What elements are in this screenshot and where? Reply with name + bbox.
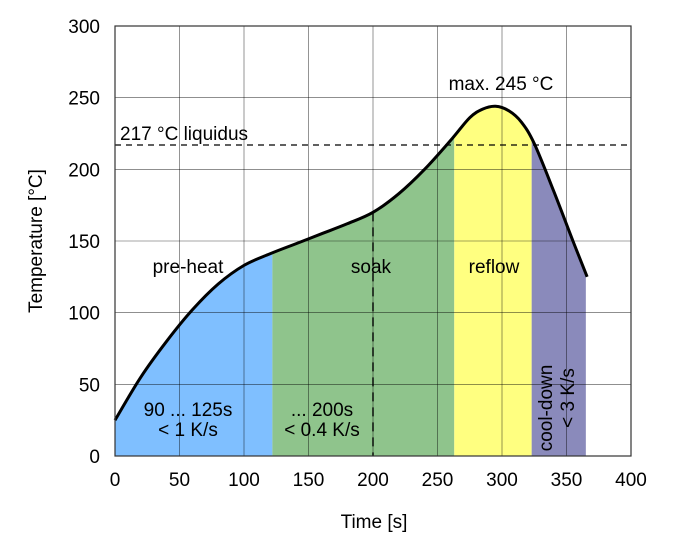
region-label-pre-heat: pre-heat	[153, 257, 224, 278]
pre-heat-rate: < 1 K/s	[158, 420, 218, 441]
region-cool-down	[531, 138, 586, 456]
region-label-reflow: reflow	[469, 257, 520, 278]
y-tick-label: 200	[68, 160, 100, 181]
region-pre-heat	[115, 252, 273, 456]
x-tick-label: 300	[486, 470, 518, 491]
max-temp-label: max. 245 °C	[449, 74, 554, 95]
annotations	[115, 144, 631, 456]
y-tick-label: 250	[68, 89, 100, 110]
x-axis-label: Time [s]	[341, 512, 408, 533]
temperature-curve	[113, 104, 589, 421]
x-tick-label: 50	[169, 470, 190, 491]
cool-down-rate: < 3 K/s	[558, 368, 579, 428]
curve	[113, 104, 589, 421]
region-reflow	[454, 106, 532, 456]
plot-frame	[114, 25, 632, 457]
soak-rate: < 0.4 K/s	[284, 420, 360, 441]
y-axis-label: Temperature [°C]	[26, 169, 47, 313]
y-tick-label: 0	[89, 447, 100, 468]
x-tick-label: 400	[615, 470, 647, 491]
y-tick-label: 300	[68, 17, 100, 38]
x-tick-label: 150	[293, 470, 325, 491]
regions	[115, 106, 586, 456]
region-soak	[272, 136, 455, 456]
x-tick-label: 250	[422, 470, 454, 491]
x-tick-label: 350	[551, 470, 583, 491]
y-tick-label: 100	[68, 304, 100, 325]
region-label-cool-down: cool-down	[536, 365, 557, 452]
soak-duration: ... 200s	[291, 400, 353, 421]
y-tick-label: 150	[68, 232, 100, 253]
pre-heat-duration: 90 ... 125s	[144, 400, 233, 421]
tick-labels: 0 50 100 150 200 250 300 350 400 0 50 100 150 200 250 3…	[68, 17, 647, 491]
x-tick-label: 200	[357, 470, 389, 491]
x-tick-label: 0	[110, 470, 121, 491]
x-tick-label: 100	[228, 470, 260, 491]
y-tick-label: 50	[79, 375, 100, 396]
region-label-soak: soak	[351, 257, 392, 278]
liquidus-label: 217 °C liquidus	[120, 124, 248, 145]
